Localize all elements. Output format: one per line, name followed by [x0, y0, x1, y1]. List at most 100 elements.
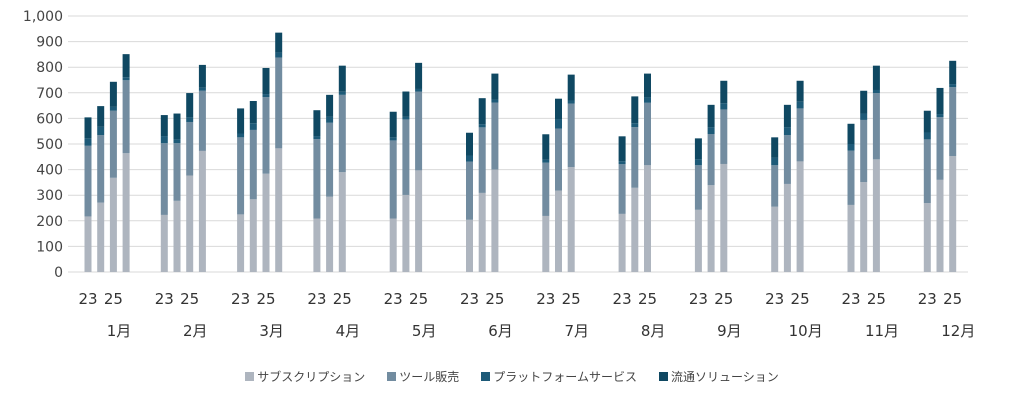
bar-segment: [936, 117, 944, 180]
bar-segment: [631, 187, 639, 272]
bar-segment: [275, 32, 283, 53]
year-tick-label: 25: [409, 290, 428, 308]
bar-segment: [160, 115, 168, 137]
bar-segment: [771, 206, 779, 272]
bar-segment: [542, 162, 550, 216]
year-tick-label: 23: [765, 290, 784, 308]
month-label: 5月: [412, 322, 437, 340]
legend-label: ツール販売: [399, 370, 460, 384]
bar-segment: [923, 203, 931, 272]
bar-segment: [478, 124, 486, 128]
bar-segment: [402, 91, 410, 117]
y-tick-label: 300: [36, 188, 63, 204]
bar-segment: [847, 144, 855, 151]
bar-segment: [796, 161, 804, 272]
bar-segment: [720, 109, 728, 164]
month-label: 10月: [789, 322, 823, 340]
bar-segment: [389, 111, 397, 138]
bar-segment: [949, 84, 957, 88]
legend-item-subscription: サブスクリプション: [245, 368, 365, 385]
bar-segment: [186, 117, 194, 122]
bar-segment: [847, 150, 855, 205]
y-tick-label: 700: [36, 86, 63, 102]
year-tick-label: 23: [231, 290, 250, 308]
bar-segment: [707, 134, 715, 186]
year-tick-label: 23: [536, 290, 555, 308]
bar-segment: [555, 98, 562, 120]
y-tick-label: 900: [36, 35, 63, 51]
bar-segment: [631, 127, 639, 188]
bar-segment: [644, 102, 651, 166]
bar-segment: [160, 143, 168, 215]
legend-label: プラットフォームサービス: [493, 370, 637, 384]
bar-segment: [173, 200, 181, 272]
bar-segment: [402, 119, 410, 195]
bar-segment: [338, 94, 346, 173]
legend-item-tool-sales: ツール販売: [387, 368, 459, 385]
bar-segment: [860, 113, 868, 120]
bar-segment: [631, 123, 639, 128]
bar-segment: [466, 155, 473, 162]
bar-segment: [122, 80, 130, 154]
bar-segment: [466, 219, 473, 272]
bar-segment: [122, 153, 130, 272]
legend-swatch: [658, 372, 668, 381]
bar-segment: [313, 110, 321, 137]
bar-segment: [923, 139, 931, 204]
year-tick-label: 23: [918, 290, 937, 308]
y-tick-label: 800: [36, 60, 63, 76]
legend-label: サブスクリプション: [257, 370, 366, 384]
bar-segment: [872, 93, 880, 160]
bar-segment: [402, 194, 410, 272]
month-label: 3月: [259, 322, 284, 340]
bar-segment: [872, 159, 880, 272]
bar-segment: [84, 138, 92, 146]
bar-segment: [109, 106, 117, 111]
year-tick-label: 25: [562, 290, 581, 308]
year-tick-label: 23: [384, 290, 403, 308]
bar-segment: [567, 74, 575, 101]
bar-segment: [109, 81, 117, 107]
bar-segment: [415, 91, 423, 171]
month-label: 9月: [717, 322, 742, 340]
bar-segment: [720, 163, 728, 272]
y-tick-label: 400: [36, 163, 63, 179]
year-tick-label: 23: [78, 290, 97, 308]
bar-segment: [249, 100, 257, 124]
year-tick-label: 23: [613, 290, 632, 308]
bar-segment: [542, 159, 550, 163]
bar-segment: [872, 65, 880, 90]
bar-segment: [555, 128, 562, 191]
bar-segment: [326, 122, 334, 197]
bar-segment: [478, 98, 486, 125]
bar-segment: [567, 100, 575, 104]
year-tick-label: 23: [307, 290, 326, 308]
bar-segment: [847, 204, 855, 272]
bar-segment: [389, 218, 397, 272]
year-tick-label: 25: [104, 290, 123, 308]
bar-segment: [275, 57, 283, 149]
month-label: 12月: [941, 322, 975, 340]
bar-segment: [326, 196, 334, 272]
month-label: 1月: [107, 322, 132, 340]
bar-segment: [84, 145, 92, 217]
bar-segment: [949, 156, 957, 272]
bar-segment: [936, 179, 944, 272]
bar-segment: [97, 135, 105, 203]
bar-segment: [198, 64, 206, 88]
bar-segment: [262, 97, 270, 174]
legend-swatch: [245, 372, 255, 381]
bar-segment: [122, 54, 130, 78]
bar-segment: [618, 213, 626, 272]
bar-segment: [160, 214, 168, 272]
bar-segment: [644, 165, 651, 272]
bar-segment: [249, 123, 257, 130]
bar-segment: [618, 164, 626, 214]
bar-segment: [783, 127, 791, 136]
bar-segment: [389, 140, 397, 219]
bar-segment: [872, 89, 880, 94]
month-label: 2月: [183, 322, 208, 340]
bar-segment: [237, 137, 245, 215]
year-tick-label: 25: [256, 290, 275, 308]
